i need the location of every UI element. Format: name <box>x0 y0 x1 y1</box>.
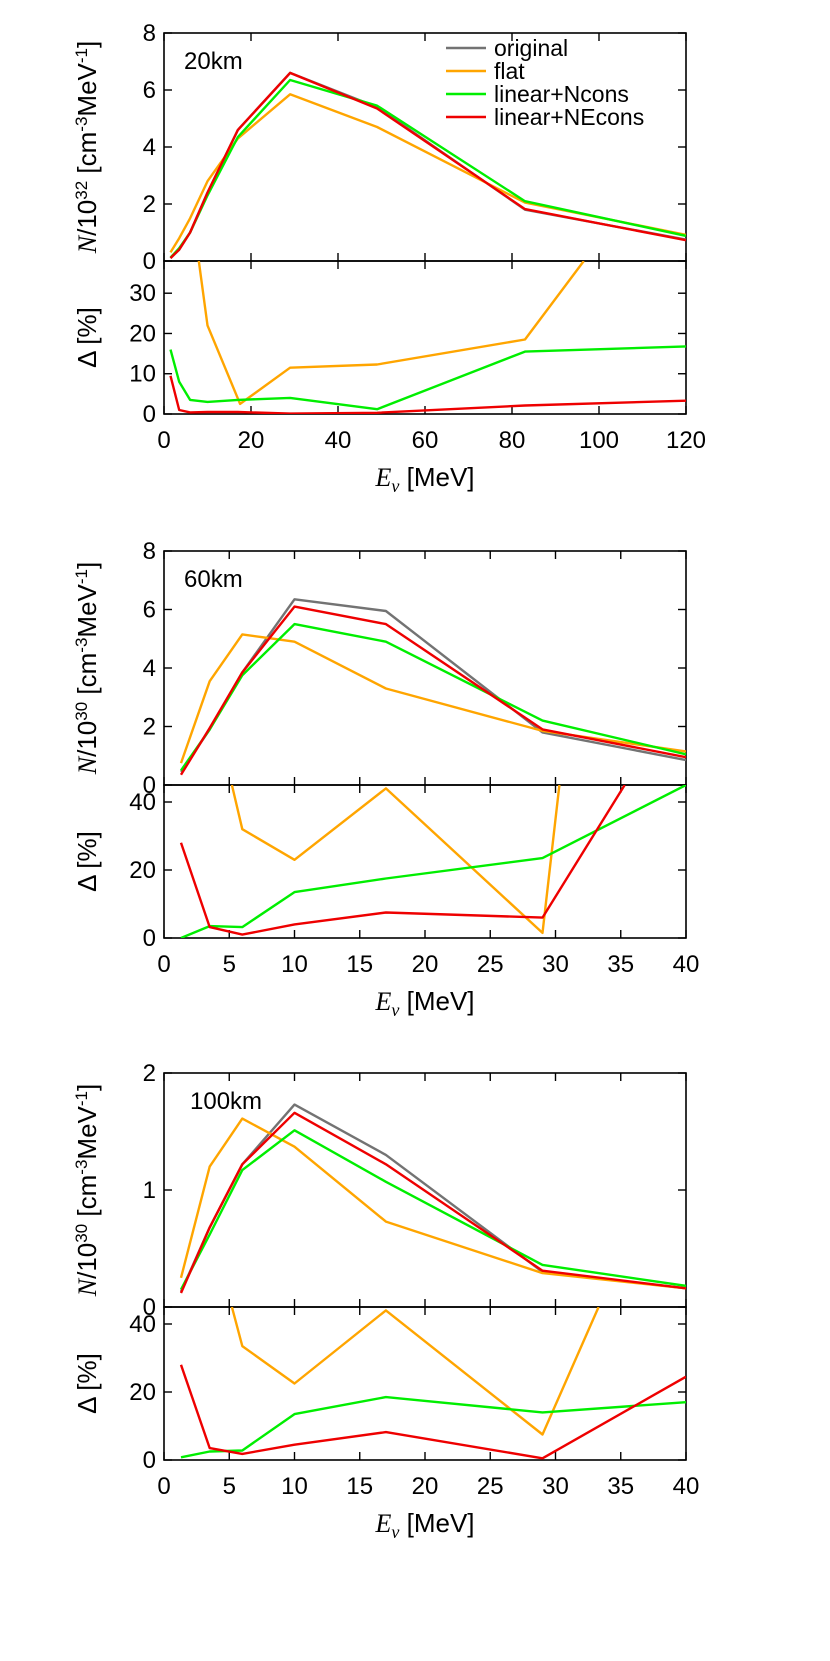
chart-panel-2: 0 2 4 6 8 N/1030 [cm-3MeV-1] 0 20 40 Δ [%] 0 5 10 15 2… <box>72 538 699 1020</box>
bottom-line-flat <box>230 1307 600 1436</box>
x-tick-label: 40 <box>325 427 352 454</box>
top-line-flat <box>179 1117 686 1290</box>
x-tick-label: 5 <box>223 951 236 978</box>
y-tick-label: 40 <box>129 1311 156 1338</box>
x-tick-label: 30 <box>542 951 569 978</box>
bottom-y-axis-label: Δ [%] <box>72 831 102 892</box>
x-tick-label: 60 <box>412 427 439 454</box>
x-tick-label: 20 <box>238 427 265 454</box>
legend-label-flat: flat <box>494 58 525 84</box>
y-tick-label: 2 <box>143 714 156 741</box>
top-line-linear-ncons <box>180 622 686 772</box>
y-tick-label: 40 <box>129 789 156 816</box>
bottom-line-linear-ncons <box>169 345 686 411</box>
x-axis-label: Eν [MeV] <box>374 986 474 1020</box>
bottom-line-linear-necons <box>179 1364 686 1460</box>
chart-panel-3: 0 1 2 N/1030 [cm-3MeV-1] 0 20 40 Δ [%] 0 5 10 15 20 2… <box>72 1060 699 1542</box>
bottom-series-group <box>169 261 686 414</box>
x-axis-label: Eν [MeV] <box>374 462 474 496</box>
x-tick-label: 35 <box>607 1473 634 1500</box>
top-y-axis-label: N/1032 [cm-3MeV-1] <box>72 41 102 254</box>
x-tick-label: 0 <box>157 1473 170 1500</box>
x-tick-label: 40 <box>673 951 700 978</box>
top-series-group <box>169 71 686 259</box>
y-tick-label: 0 <box>143 401 156 428</box>
x-tick-label: 0 <box>157 427 170 454</box>
x-tick-label: 5 <box>223 1473 236 1500</box>
y-tick-label: 1 <box>143 1177 156 1204</box>
y-tick-label: 6 <box>143 597 156 624</box>
y-tick-label: 0 <box>143 248 156 275</box>
y-tick-label: 6 <box>143 77 156 104</box>
legend-label-linear-ncons: linear+Ncons <box>494 81 629 107</box>
y-tick-label: 30 <box>129 280 156 307</box>
distance-label: 20km <box>184 48 243 75</box>
top-line-flat <box>179 633 686 764</box>
bottom-line-flat <box>197 261 585 406</box>
y-tick-label: 0 <box>143 925 156 952</box>
x-tick-label: 20 <box>412 1473 439 1500</box>
x-tick-label: 15 <box>346 1473 373 1500</box>
y-tick-label: 0 <box>143 1447 156 1474</box>
bottom-plot-frame <box>163 1306 687 1461</box>
x-tick-label: 20 <box>412 951 439 978</box>
bottom-series-group <box>179 1307 686 1460</box>
bottom-line-linear-necons <box>179 785 626 936</box>
bottom-y-axis-label: Δ [%] <box>72 1353 102 1414</box>
bottom-line-linear-ncons <box>180 1395 686 1459</box>
x-tick-label: 15 <box>346 951 373 978</box>
y-tick-label: 2 <box>143 191 156 218</box>
x-tick-label: 25 <box>477 951 504 978</box>
y-tick-label: 8 <box>143 538 156 565</box>
y-tick-label: 4 <box>143 655 156 682</box>
y-tick-label: 0 <box>143 772 156 799</box>
y-tick-label: 4 <box>143 134 156 161</box>
y-tick-label: 0 <box>143 1294 156 1321</box>
top-line-original <box>180 598 686 773</box>
top-line-linear-necons <box>179 1111 686 1294</box>
distance-label: 100km <box>190 1088 262 1115</box>
top-line-linear-necons <box>179 605 686 776</box>
x-tick-label: 10 <box>281 951 308 978</box>
top-y-axis-label: N/1030 [cm-3MeV-1] <box>72 562 102 775</box>
bottom-series-group <box>179 785 686 938</box>
bottom-plot-frame <box>163 784 687 939</box>
x-tick-label: 0 <box>157 951 170 978</box>
x-axis-label: Eν [MeV] <box>374 1508 474 1542</box>
x-tick-label: 100 <box>579 427 619 454</box>
x-tick-label: 40 <box>673 1473 700 1500</box>
bottom-y-axis-label: Δ [%] <box>72 307 102 368</box>
distance-label: 60km <box>184 566 243 593</box>
chart-panel-1: 0 2 4 6 8 N/1032 [cm-3MeV-1] 0 10 20 30 Δ [%] 0 20 40… <box>72 20 706 496</box>
top-line-linear-ncons <box>179 1129 686 1291</box>
top-series-group <box>179 1103 686 1294</box>
y-tick-label: 8 <box>143 20 156 47</box>
y-tick-label: 20 <box>129 857 156 884</box>
x-tick-label: 30 <box>542 1473 569 1500</box>
y-tick-label: 2 <box>143 1060 156 1087</box>
x-tick-label: 35 <box>607 951 634 978</box>
y-tick-label: 20 <box>129 1379 156 1406</box>
x-tick-label: 10 <box>281 1473 308 1500</box>
top-y-axis-label: N/1030 [cm-3MeV-1] <box>72 1084 102 1297</box>
bottom-line-linear-necons <box>169 375 686 414</box>
legend-label-linear-necons: linear+NEcons <box>494 104 644 130</box>
bottom-line-flat <box>230 785 561 935</box>
x-tick-label: 80 <box>499 427 526 454</box>
legend-label-original: original <box>494 35 568 61</box>
x-tick-label: 120 <box>666 427 706 454</box>
top-series-group <box>179 598 686 776</box>
y-tick-label: 10 <box>129 361 156 388</box>
y-tick-label: 20 <box>129 320 156 347</box>
top-line-linear-necons <box>169 71 686 259</box>
x-tick-label: 25 <box>477 1473 504 1500</box>
top-line-original <box>179 1103 686 1293</box>
